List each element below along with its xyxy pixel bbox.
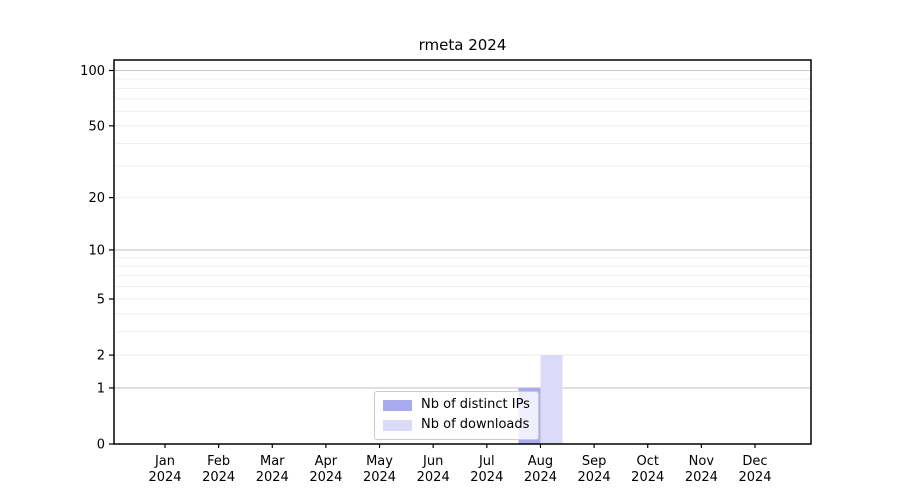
legend-entry-distinct-ips: Nb of distinct IPs [383,397,530,413]
x-tick-label-year: 2024 [738,470,771,485]
legend-swatch-downloads-icon [383,419,412,431]
y-tick-label: 10 [88,243,105,258]
x-tick-label-month: Jun [422,454,443,469]
y-tick-label: 50 [88,119,105,134]
x-tick-label-month: Jul [478,454,495,469]
axis-frame [113,59,812,445]
legend-label-downloads: Nb of downloads [421,417,530,432]
x-tick-label-year: 2024 [470,470,503,485]
x-tick-label-year: 2024 [202,470,235,485]
x-tick-label-month: Feb [207,454,230,469]
x-tick-label-month: Sep [582,454,607,469]
x-tick-label-month: Mar [260,454,285,469]
legend-label-distinct-ips: Nb of distinct IPs [421,397,530,412]
y-tick-label: 5 [97,292,105,307]
legend-entry-downloads: Nb of downloads [383,417,530,433]
x-tick-label-year: 2024 [363,470,396,485]
y-tick-label: 100 [80,64,105,79]
x-tick-label-month: Jan [154,454,175,469]
plot-background [114,60,811,444]
x-tick-label-month: Apr [315,454,338,469]
x-tick-label-year: 2024 [256,470,289,485]
y-tick-label: 1 [97,381,105,396]
y-tick-label: 0 [97,438,105,453]
bar-nb-of-downloads [540,355,563,444]
chart-title: rmeta 2024 [418,36,507,54]
x-tick-label-month: Oct [636,454,658,469]
x-tick-label-year: 2024 [578,470,611,485]
legend-swatch-distinct-ips-icon [383,399,412,411]
x-tick-label-year: 2024 [685,470,718,485]
x-tick-label-year: 2024 [148,470,181,485]
x-tick-label-month: Nov [689,454,715,469]
x-tick-label-month: Aug [528,454,553,469]
x-tick-label-year: 2024 [309,470,342,485]
legend: Nb of distinct IPs Nb of downloads [374,391,539,440]
x-tick-label-year: 2024 [631,470,664,485]
x-tick-label-year: 2024 [524,470,557,485]
x-tick-label-year: 2024 [417,470,450,485]
y-tick-label: 20 [88,191,105,206]
x-tick-label-month: May [366,454,393,469]
y-tick-label: 2 [97,349,105,364]
x-tick-label-month: Dec [742,454,767,469]
